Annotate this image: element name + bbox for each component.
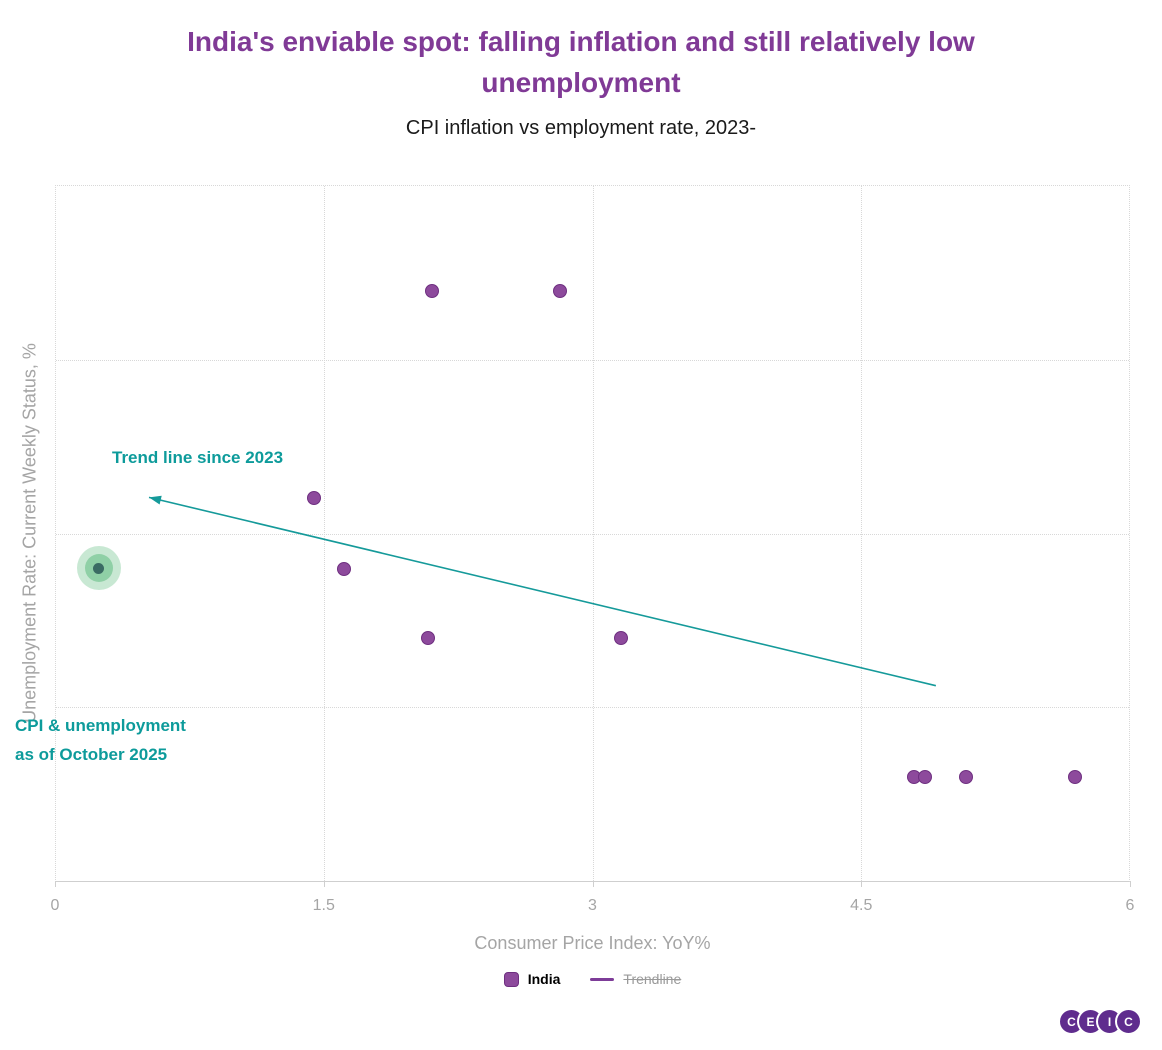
scatter-point[interactable]: [424, 283, 439, 298]
scatter-point[interactable]: [959, 769, 974, 784]
legend-item-trendline[interactable]: Trendline: [590, 971, 681, 987]
legend-item-india[interactable]: India: [503, 971, 561, 987]
x-tick-label: 4.5: [850, 897, 873, 914]
logo-letter: C: [1115, 1008, 1142, 1035]
y-axis-title: Unemployment Rate: Current Weekly Status…: [19, 343, 40, 723]
x-tick-label: 1.5: [312, 897, 335, 914]
scatter-point[interactable]: [614, 630, 629, 645]
x-tick-label: 0: [50, 897, 60, 914]
scatter-point[interactable]: [918, 769, 933, 784]
annotation-current-point: CPI & unemployment as of October 2025: [15, 711, 186, 769]
highlight-marker-dot: [93, 562, 105, 574]
scatter-point[interactable]: [420, 630, 435, 645]
chart-title: India's enviable spot: falling inflation…: [187, 26, 975, 98]
highlight-marker[interactable]: [76, 546, 121, 591]
x-tick-mark: [1130, 881, 1131, 887]
legend: India Trendline: [55, 971, 1130, 987]
india-swatch-icon: [503, 971, 519, 987]
trendline-swatch-icon: [590, 977, 615, 981]
legend-label-india: India: [527, 971, 561, 987]
annotation-trendline-label: Trend line since 2023: [112, 448, 284, 467]
legend-label-trendline: Trendline: [623, 971, 682, 987]
scatter-point[interactable]: [306, 491, 321, 506]
highlight-marker-ring: [84, 554, 113, 583]
x-tick-label: 3: [588, 897, 597, 914]
x-tick-label: 6: [1125, 897, 1135, 914]
gridline-vertical: [592, 186, 594, 881]
gridline-vertical: [324, 186, 326, 881]
scatter-point[interactable]: [336, 561, 351, 576]
annotation-current-line1: CPI & unemployment: [15, 716, 186, 735]
x-axis-title: Consumer Price Index: YoY%: [474, 933, 711, 953]
gridline-vertical: [860, 186, 862, 881]
scatter-point[interactable]: [1068, 769, 1083, 784]
scatter-point[interactable]: [553, 283, 568, 298]
annotation-current-line2: as of October 2025: [15, 745, 168, 764]
plot-area: [55, 185, 1130, 882]
chart-subtitle: CPI inflation vs employment rate, 2023-: [405, 117, 757, 139]
